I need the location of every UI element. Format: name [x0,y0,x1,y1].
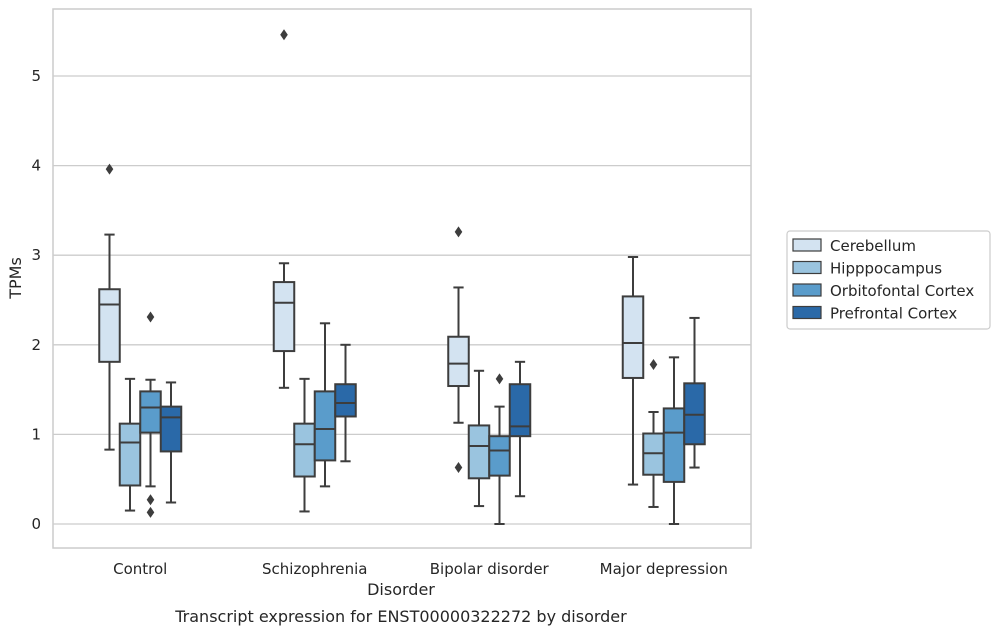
y-tick-label: 3 [31,246,41,264]
box-hipppocampus [467,369,491,508]
box-cerebellum [621,255,645,486]
legend-label: Prefrontal Cortex [830,305,957,323]
legend-swatch [792,260,822,275]
legend-swatch [792,283,822,297]
box-plots [98,29,706,525]
legend-swatch [792,305,822,320]
box-body [159,405,183,453]
outlier-point [146,494,155,506]
box-prefrontal-cortex [508,360,532,498]
legend-label: Cerebellum [830,237,916,255]
box-hipppocampus [293,377,316,513]
y-tick-labels: 0 1 2 3 4 5 [31,67,41,533]
legend-label: Hipppocampus [830,260,942,278]
box-body [508,383,532,438]
legend-frame [786,230,991,330]
outlier-point [649,359,658,371]
y-tick-label: 2 [31,336,41,354]
box-body [467,424,491,480]
y-tick-label: 0 [31,515,41,533]
box-hipppocampus [642,359,665,508]
box-body [662,407,686,483]
x-tick-label: Bipolar disorder [430,560,550,578]
plot-frame [52,8,752,549]
box-body [272,281,296,353]
x-tick-label: Major depression [600,560,728,578]
box-cerebellum [98,163,121,451]
box-body [488,435,511,477]
box-body [293,422,316,478]
box-body [118,422,142,487]
legend: Cerebellum Hipppocampus Orbitofontal Corte… [786,230,991,330]
x-tick-label: Schizophrenia [262,560,367,578]
figure-caption: Transcript expression for ENST0000032227… [174,607,627,626]
box-hipppocampus [118,377,142,512]
box-body [313,390,337,462]
box-prefrontal-cortex [159,381,183,504]
y-axis-label: TPMs [6,257,25,300]
outlier-point [105,163,114,175]
box-orbitofontal-cortex [488,373,511,525]
x-axis-label: Disorder [367,580,435,599]
legend-label: Orbitofontal Cortex [830,282,974,300]
box-cerebellum [272,29,296,389]
outlier-point [495,373,504,385]
box-orbitofontal-cortex [313,322,337,488]
outlier-point [146,311,155,323]
box-orbitofontal-cortex [139,311,162,518]
box-orbitofontal-cortex [662,356,686,525]
box-body [447,335,470,388]
box-prefrontal-cortex [683,316,706,469]
x-tick-labels: Control Schizophrenia Bipolar disorder Majo… [113,560,728,578]
y-tick-label: 1 [31,425,41,443]
box-body [621,295,645,379]
y-tick-label: 5 [31,67,41,85]
outlier-point [280,29,288,41]
outlier-point [454,462,463,474]
box-cerebellum [447,226,470,474]
x-tick-label: Control [113,560,167,578]
outlier-point [454,226,463,238]
outlier-point [146,506,155,518]
box-prefrontal-cortex [334,343,357,463]
legend-swatch [792,238,822,252]
box-body [98,288,121,363]
box-body [139,390,162,434]
y-tick-label: 4 [31,157,41,175]
box-body [334,383,357,418]
